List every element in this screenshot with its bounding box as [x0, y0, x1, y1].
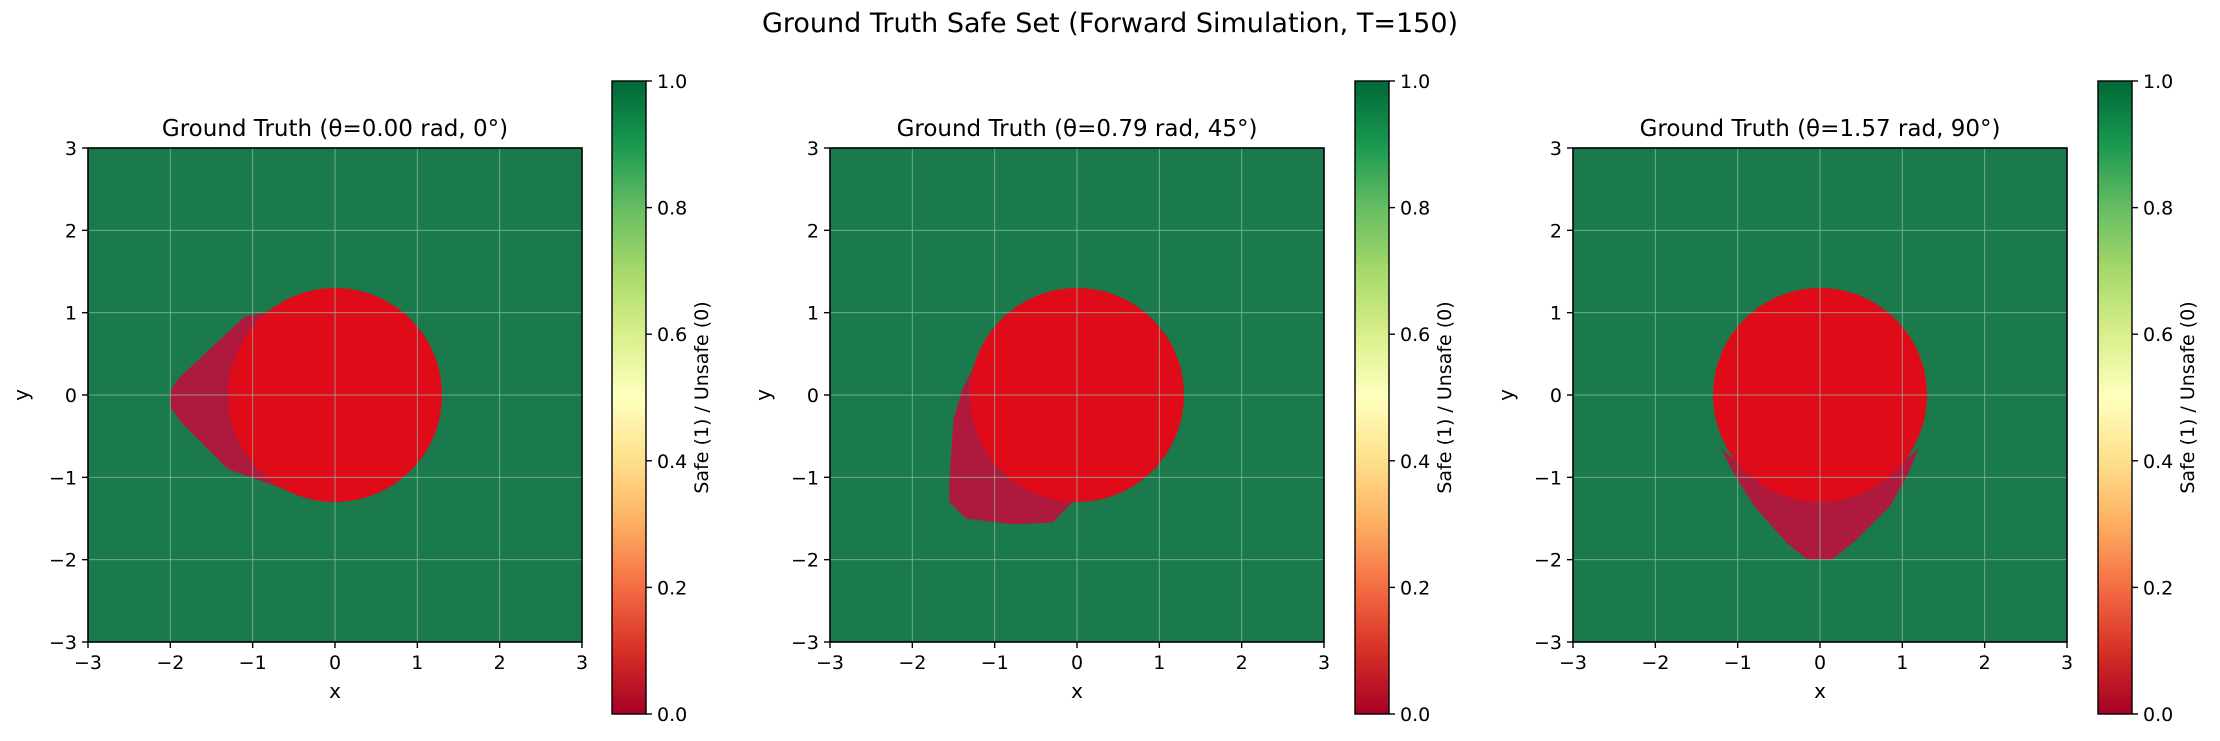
colorbar-tick-label: 0.4	[2143, 451, 2173, 473]
y-tick-label: 1	[1550, 303, 1562, 325]
colorbar-tick-label: 0.6	[657, 324, 687, 346]
y-tick-label: 3	[1550, 138, 1562, 160]
y-tick-label: −2	[791, 550, 819, 572]
colorbar-label: Safe (1) / Unsafe (0)	[1434, 301, 1456, 493]
y-tick-label: 0	[1550, 385, 1562, 407]
y-tick-label: 1	[807, 303, 819, 325]
x-tick-label: −3	[74, 652, 102, 674]
x-axis-label: x	[329, 679, 341, 703]
x-tick-label: 3	[576, 652, 588, 674]
panel-2: −3 −2 −1 0 1 2 3 −3 −2 −1 0 1 2 3 Ground Truth (θ=0.79…	[751, 71, 1456, 726]
colorbar-tick-label: 0.8	[2143, 198, 2173, 220]
y-tick-label: 0	[65, 385, 77, 407]
panel-title: Ground Truth (θ=1.57 rad, 90°)	[1640, 116, 2001, 142]
y-tick-label: −3	[49, 632, 77, 654]
colorbar-tick-label: 0.0	[657, 704, 687, 726]
figure-suptitle: Ground Truth Safe Set (Forward Simulatio…	[761, 8, 1459, 39]
y-tick-label: −1	[791, 467, 819, 489]
colorbar-tick-label: 0.4	[657, 451, 687, 473]
x-tick-label: 0	[329, 652, 341, 674]
colorbar-tick-label: 0.2	[1400, 577, 1430, 599]
x-tick-label: 1	[411, 652, 423, 674]
colorbar-tick-label: 0.2	[2143, 577, 2173, 599]
x-tick-label: 3	[2061, 652, 2073, 674]
y-tick-label: −1	[49, 467, 77, 489]
colorbar-tick-label: 1.0	[1400, 71, 1430, 93]
colorbar-tick-label: 0.4	[1400, 451, 1430, 473]
y-tick-label: 2	[807, 220, 819, 242]
colorbar-tick-label: 1.0	[2143, 71, 2173, 93]
x-tick-label: −1	[239, 652, 267, 674]
x-axis-label: x	[1071, 679, 1083, 703]
colorbar-tick-label: 0.0	[1400, 704, 1430, 726]
x-tick-label: −2	[1641, 652, 1669, 674]
colorbar	[611, 80, 647, 715]
panel-title: Ground Truth (θ=0.79 rad, 45°)	[897, 116, 1258, 142]
colorbar-tick-label: 0.2	[657, 577, 687, 599]
y-tick-label: 2	[65, 220, 77, 242]
x-tick-label: −1	[1724, 652, 1752, 674]
y-tick-label: −3	[791, 632, 819, 654]
colorbar-tick-label: 0.8	[657, 198, 687, 220]
x-axis-label: x	[1814, 679, 1826, 703]
panel-title: Ground Truth (θ=0.00 rad, 0°)	[162, 116, 508, 142]
x-tick-label: −1	[981, 652, 1009, 674]
x-tick-label: −3	[816, 652, 844, 674]
x-tick-label: 1	[1153, 652, 1165, 674]
panel-3: −3 −2 −1 0 1 2 3 −3 −2 −1 0 1 2 3 Ground Truth (θ=1.57…	[1494, 71, 2199, 726]
x-tick-label: −2	[156, 652, 184, 674]
x-tick-label: −3	[1559, 652, 1587, 674]
colorbar-label: Safe (1) / Unsafe (0)	[691, 301, 713, 493]
y-tick-label: 1	[65, 303, 77, 325]
y-tick-label: 3	[807, 138, 819, 160]
colorbar-tick-label: 0.0	[2143, 704, 2173, 726]
x-tick-label: −2	[898, 652, 926, 674]
x-tick-label: 3	[1318, 652, 1330, 674]
colorbar-tick-label: 0.6	[1400, 324, 1430, 346]
x-tick-label: 0	[1814, 652, 1826, 674]
colorbar-label: Safe (1) / Unsafe (0)	[2177, 301, 2199, 493]
x-tick-label: 2	[1979, 652, 1991, 674]
y-axis-label: y	[751, 389, 775, 401]
colorbar	[2097, 80, 2133, 715]
y-tick-label: −3	[1534, 632, 1562, 654]
x-tick-label: 0	[1071, 652, 1083, 674]
panel-1: −3 −2 −1 0 1 2 3 −3 −2 −1 0 1 2 3 Ground Truth (θ=0.00…	[9, 71, 713, 726]
colorbar-tick-label: 1.0	[657, 71, 687, 93]
y-tick-label: −2	[49, 550, 77, 572]
y-axis-label: y	[1494, 389, 1518, 401]
x-tick-label: 1	[1896, 652, 1908, 674]
colorbar	[1354, 80, 1390, 715]
y-tick-label: 0	[807, 385, 819, 407]
y-tick-label: −1	[1534, 467, 1562, 489]
x-tick-label: 2	[494, 652, 506, 674]
colorbar-tick-label: 0.6	[2143, 324, 2173, 346]
x-tick-label: 2	[1236, 652, 1248, 674]
y-axis-label: y	[9, 389, 33, 401]
colorbar-tick-label: 0.8	[1400, 198, 1430, 220]
y-tick-label: −2	[1534, 550, 1562, 572]
y-tick-label: 3	[65, 138, 77, 160]
y-tick-label: 2	[1550, 220, 1562, 242]
